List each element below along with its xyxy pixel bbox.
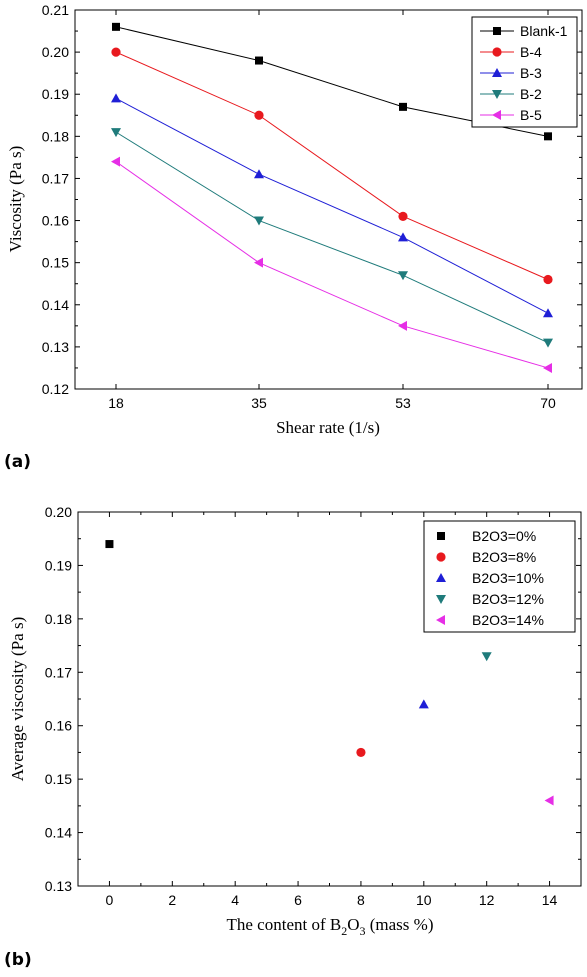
y-tick-label-b: 0.16 [45, 718, 72, 734]
legend-label-b: B2O3=10% [472, 570, 544, 586]
x-tick-label-b: 6 [294, 892, 302, 908]
data-point-a [398, 320, 407, 331]
x-tick-label-b: 14 [542, 892, 558, 908]
y-tick-label-a: 0.21 [42, 2, 69, 18]
legend-marker-b [436, 552, 446, 562]
data-point-a [398, 211, 408, 221]
y-tick-label-b: 0.18 [45, 611, 72, 627]
x-axis-ticks-b: 0 2 4 6 8 10 12 14 [106, 512, 558, 908]
x-tick-label-a: 70 [540, 395, 556, 411]
data-point-a [111, 156, 120, 167]
data-point-a [111, 47, 121, 57]
legend-marker-b [436, 595, 446, 604]
y-axis-ticks-a: 0.12 0.13 0.14 0.15 0.16 0.17 0.18 0.19 0.20 0.21 [42, 2, 582, 397]
legend-label-b: B2O3=8% [472, 549, 536, 565]
x-tick-label-b: 4 [231, 892, 239, 908]
legend-marker-b [436, 615, 445, 625]
y-tick-label-b: 0.19 [45, 557, 72, 573]
chart-b: 0.13 0.14 0.15 0.16 0.17 0.18 0.19 0.20 0 2 4 6 8 10… [8, 504, 582, 938]
data-point-a [112, 22, 120, 31]
data-point-a [543, 338, 553, 348]
legend-label-b: B2O3=14% [472, 612, 544, 628]
legend-marker-a [493, 27, 501, 35]
legend-marker-a [492, 68, 502, 77]
legend-marker-a [492, 110, 501, 120]
y-tick-label-b: 0.13 [45, 878, 72, 894]
x-tick-label-b: 12 [479, 892, 495, 908]
x-axis-ticks-a: 18 35 53 70 [108, 10, 556, 411]
data-point-a [543, 274, 553, 285]
legend-b: B2O3=0% B2O3=8% B2O3=10% B2O3=12% B2O3=14% [423, 520, 576, 633]
y-tick-label-b: 0.15 [45, 771, 72, 787]
y-tick-label-a: 0.19 [42, 86, 69, 102]
legend-label-a: B-3 [520, 65, 542, 81]
data-point-b [418, 699, 429, 709]
data-point-a [254, 216, 264, 226]
y-tick-label-a: 0.17 [42, 170, 69, 186]
y-tick-label-a: 0.14 [42, 297, 69, 313]
data-point-a [111, 93, 121, 103]
data-point-a [254, 257, 263, 268]
x-axis-label-b: The content of B2O3 (mass %) [227, 915, 434, 938]
y-axis-label-b: Average viscosity (Pa s) [8, 617, 27, 781]
panel-label-a: (a) [4, 452, 32, 472]
x-tick-label-a: 35 [251, 395, 267, 411]
data-point-a [255, 56, 263, 65]
series-line-a [115, 131, 549, 344]
data-point-a [398, 271, 408, 281]
series-layer-a [111, 22, 553, 373]
legend-label-a: B-2 [520, 86, 542, 102]
data-point-a [399, 102, 407, 111]
data-point-a [254, 110, 264, 120]
y-tick-label-b: 0.17 [45, 664, 72, 680]
legend-marker-a [492, 90, 502, 99]
y-tick-label-a: 0.20 [42, 44, 69, 60]
legend-box-b [423, 520, 576, 633]
legend-label-a: Blank-1 [520, 23, 568, 39]
legend-a: Blank-1 B-4 B-3 B-2 B-5 [471, 16, 578, 128]
y-tick-label-b: 0.20 [45, 504, 72, 520]
legend-label-b: B2O3=12% [472, 591, 544, 607]
data-point-a [543, 308, 553, 318]
data-point-a [111, 128, 121, 138]
data-point-b [356, 747, 366, 758]
series-layer-b [105, 540, 554, 806]
legend-marker-a [492, 47, 502, 57]
legend-label-b: B2O3=0% [472, 528, 536, 544]
legend-marker-b [436, 573, 446, 582]
y-axis-ticks-b: 0.13 0.14 0.15 0.16 0.17 0.18 0.19 0.20 [45, 504, 581, 894]
y-tick-label-a: 0.12 [42, 381, 69, 397]
data-point-a [254, 169, 264, 179]
x-tick-label-b: 10 [416, 892, 432, 908]
data-point-b [544, 795, 554, 806]
legend-box-a [471, 16, 578, 128]
series-line-a [115, 161, 549, 369]
x-tick-label-b: 8 [357, 892, 365, 908]
y-axis-label-a: Viscosity (Pa s) [6, 146, 25, 253]
legend-label-a: B-5 [520, 107, 542, 123]
data-point-a [543, 362, 552, 373]
data-point-b [481, 652, 492, 662]
y-tick-label-a: 0.16 [42, 213, 69, 229]
y-tick-label-a: 0.13 [42, 339, 69, 355]
y-tick-label-a: 0.15 [42, 255, 69, 271]
x-tick-label-a: 18 [108, 395, 124, 411]
data-point-b [105, 540, 114, 549]
legend-label-a: B-4 [520, 44, 542, 60]
y-tick-label-b: 0.14 [45, 825, 72, 841]
x-axis-label-a: Shear rate (1/s) [276, 418, 380, 437]
x-tick-label-a: 53 [395, 395, 411, 411]
y-tick-label-a: 0.18 [42, 128, 69, 144]
series-line-a [115, 51, 549, 280]
legend-marker-b [437, 532, 445, 540]
data-point-a [398, 232, 408, 242]
panel-label-b: (b) [4, 950, 32, 970]
x-tick-label-b: 2 [168, 892, 176, 908]
chart-a: 0.12 0.13 0.14 0.15 0.16 0.17 0.18 0.19 0.20 0.21… [6, 2, 583, 437]
series-line-a [115, 97, 549, 314]
data-point-a [544, 132, 552, 141]
x-tick-label-b: 0 [106, 892, 114, 908]
